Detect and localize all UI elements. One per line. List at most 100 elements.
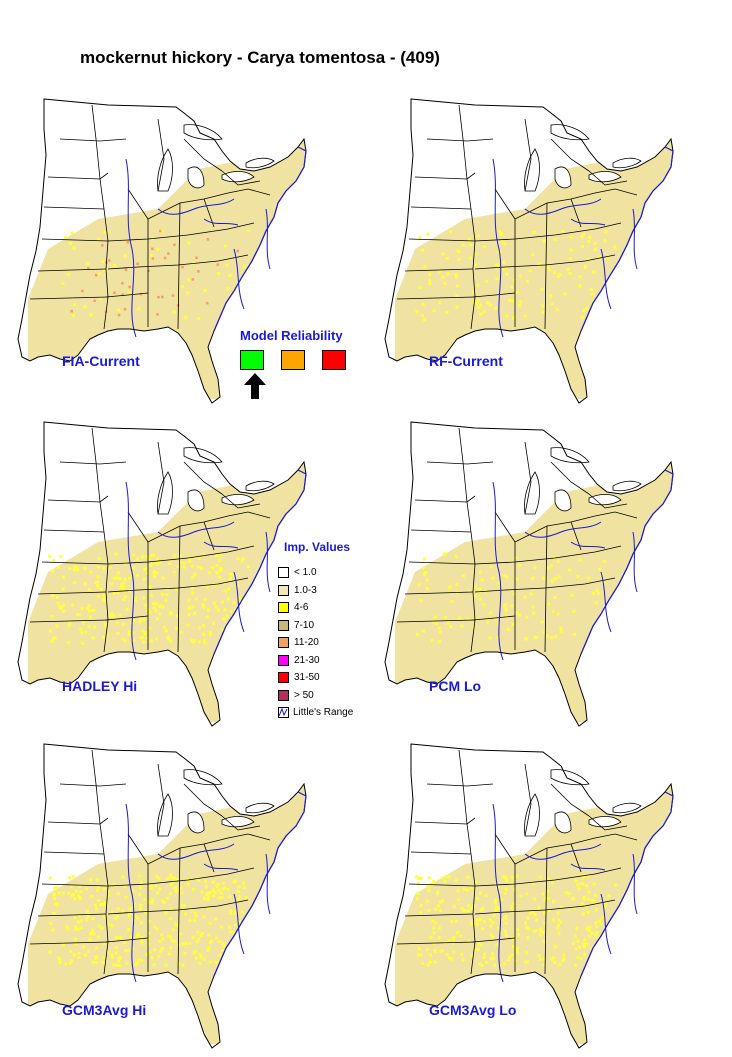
density-speckle [546,889,550,893]
density-speckle-high [126,241,130,244]
density-speckle [115,576,119,580]
density-speckle [78,885,82,888]
state-boundary [458,749,476,975]
density-speckle [160,933,164,937]
density-speckle [533,566,537,570]
density-speckle [447,875,451,879]
density-speckle [202,552,206,556]
density-speckle [570,248,573,252]
density-speckle [433,950,437,954]
density-speckle [493,306,497,310]
density-speckle [99,588,103,591]
density-speckle [131,631,135,635]
density-speckle [191,575,194,579]
density-speckle [445,310,449,314]
density-speckle [492,956,496,960]
density-speckle [500,897,504,901]
density-speckle [55,624,59,628]
density-speckle [217,888,221,892]
density-speckle [110,924,114,928]
density-speckle [180,903,184,907]
density-speckle [596,302,600,306]
density-speckle [112,263,116,267]
density-speckle-high [216,263,220,266]
state-boundary [37,268,107,272]
density-speckle [436,904,440,908]
density-speckle [446,621,450,625]
density-speckle [139,939,143,943]
density-speckle [73,916,77,920]
density-speckle [128,576,132,580]
density-speckle [552,899,555,903]
density-speckle [441,899,445,903]
density-speckle [494,898,498,902]
density-speckle [566,267,570,271]
density-speckle [612,634,616,638]
density-speckle [56,565,60,569]
state-boundary [183,783,223,817]
density-speckle [155,571,159,575]
map-label-rf-current: RF-Current [429,353,503,369]
density-speckle [530,577,534,580]
density-speckle [582,897,586,901]
density-speckle [104,625,108,629]
state-boundary [426,138,494,142]
density-speckle [545,634,549,638]
density-speckle [430,639,434,643]
density-speckle [455,294,459,298]
density-speckle [579,957,583,961]
density-speckle [202,605,206,609]
density-speckle [152,570,156,574]
density-speckle [415,310,419,314]
density-speckle [102,956,106,960]
density-speckle [587,257,591,261]
state-boundary [614,188,638,196]
density-speckle [242,557,246,560]
state-boundary [91,427,109,653]
density-speckle [568,568,572,572]
density-speckle [81,641,84,645]
density-speckle [91,929,95,933]
density-speckle [480,578,484,582]
density-speckle [425,578,429,582]
state-boundary [37,591,107,595]
density-speckle [457,258,461,261]
density-speckle [62,603,66,607]
density-speckle [543,921,546,925]
density-speckle [445,256,449,260]
lake [554,166,572,189]
legend-item: 31-50 [278,669,353,687]
density-speckle [579,558,582,562]
density-speckle [501,267,505,271]
density-speckle [582,308,586,312]
density-speckle [537,906,541,910]
state-boundary [177,525,181,653]
density-speckle [584,884,588,887]
density-speckle [490,957,493,961]
density-speckle [53,886,57,890]
density-speckle [202,897,206,900]
density-speckle [597,935,601,939]
density-speckle-high [101,244,104,247]
density-speckle [433,615,437,619]
density-speckle [233,912,237,915]
density-speckle [449,625,453,629]
density-speckle [212,601,216,605]
density-speckle [237,889,241,893]
density-speckle [539,929,543,933]
density-speckle [197,557,201,560]
density-speckle [168,562,171,565]
littles-range-line [157,198,235,215]
state-boundary [107,254,249,270]
density-speckle [456,249,460,253]
density-speckle [187,557,191,561]
density-speckle [166,877,170,880]
density-speckle [503,242,507,246]
density-speckle [148,950,152,954]
density-speckle [183,912,187,916]
lake [157,793,173,837]
density-speckle [595,588,599,592]
state-boundary [105,615,149,621]
density-speckle [171,928,175,932]
density-speckle [134,963,138,967]
